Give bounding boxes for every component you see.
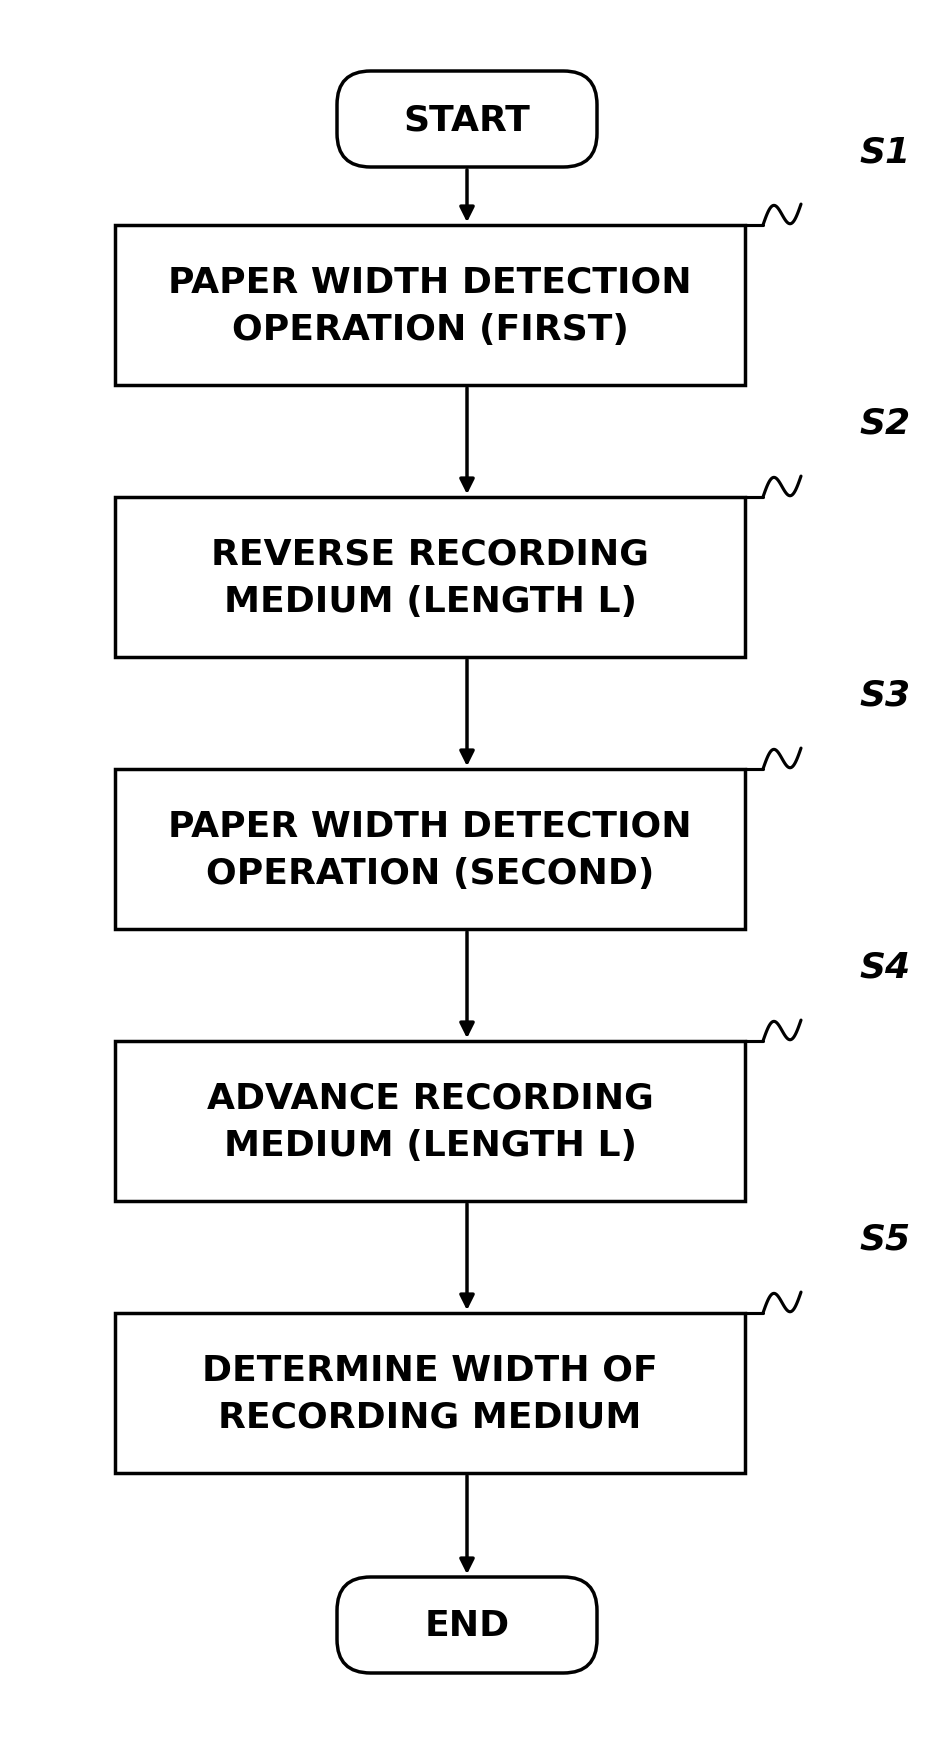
Bar xyxy=(115,226,745,386)
Text: START: START xyxy=(404,104,530,137)
Text: S4: S4 xyxy=(859,951,910,985)
Text: S5: S5 xyxy=(859,1221,910,1257)
Bar xyxy=(115,1313,745,1472)
FancyBboxPatch shape xyxy=(337,72,597,168)
Text: ADVANCE RECORDING
MEDIUM (LENGTH L): ADVANCE RECORDING MEDIUM (LENGTH L) xyxy=(207,1081,654,1162)
Bar xyxy=(115,769,745,930)
Text: PAPER WIDTH DETECTION
OPERATION (SECOND): PAPER WIDTH DETECTION OPERATION (SECOND) xyxy=(168,809,692,890)
Bar xyxy=(115,1041,745,1202)
Text: S2: S2 xyxy=(859,407,910,441)
Text: S3: S3 xyxy=(859,679,910,713)
Text: S1: S1 xyxy=(859,135,910,168)
FancyBboxPatch shape xyxy=(337,1578,597,1673)
Text: DETERMINE WIDTH OF
RECORDING MEDIUM: DETERMINE WIDTH OF RECORDING MEDIUM xyxy=(202,1353,658,1434)
Text: END: END xyxy=(424,1608,510,1643)
Text: REVERSE RECORDING
MEDIUM (LENGTH L): REVERSE RECORDING MEDIUM (LENGTH L) xyxy=(211,537,649,618)
Text: PAPER WIDTH DETECTION
OPERATION (FIRST): PAPER WIDTH DETECTION OPERATION (FIRST) xyxy=(168,265,692,346)
Bar xyxy=(115,498,745,658)
